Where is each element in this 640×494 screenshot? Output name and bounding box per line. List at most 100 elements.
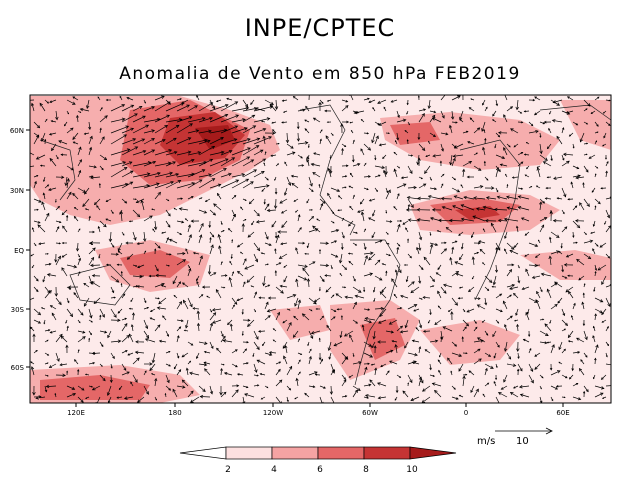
- wind-vector-head: [562, 152, 567, 157]
- wind-vector-head: [326, 324, 330, 328]
- wind-vector-head: [398, 166, 401, 169]
- wind-vector-shaft: [592, 248, 596, 255]
- wind-vector-head: [520, 161, 524, 165]
- wind-vector-shaft: [407, 165, 413, 174]
- wind-vector-head: [196, 356, 199, 360]
- wind-vector-head: [602, 111, 605, 114]
- wind-vector-shaft: [143, 215, 153, 222]
- wind-vector-head: [534, 243, 539, 248]
- wind-vector-head: [258, 330, 261, 333]
- wind-vector-head: [216, 192, 220, 196]
- wind-vector-head: [542, 122, 546, 125]
- wind-vector-head: [215, 100, 219, 103]
- wind-vector-head: [548, 236, 552, 240]
- wind-vector-shaft: [462, 160, 472, 167]
- wind-vector-shaft: [594, 358, 596, 365]
- wind-vector-shaft: [33, 198, 42, 203]
- wind-vector-shaft: [451, 341, 457, 347]
- wind-vector-head: [208, 129, 212, 133]
- wind-vector-shaft: [304, 119, 310, 123]
- wind-vector-head: [131, 312, 135, 316]
- wind-vector-head: [295, 247, 298, 251]
- wind-vector-shaft: [176, 281, 181, 288]
- wind-vector-head: [515, 106, 519, 111]
- wind-vector-head: [329, 170, 333, 174]
- wind-vector-shaft: [462, 319, 469, 327]
- wind-vector-shaft: [543, 161, 552, 167]
- wind-vector-head: [427, 194, 432, 199]
- wind-vector-head: [517, 195, 522, 199]
- wind-vector-shaft: [379, 291, 387, 299]
- wind-vector-head: [372, 336, 376, 340]
- wind-vector-head: [304, 264, 308, 269]
- wind-vector-head: [177, 180, 182, 184]
- wind-vector-head: [247, 234, 251, 238]
- wind-vector-shaft: [408, 219, 420, 222]
- wind-vector-shaft: [308, 385, 315, 388]
- wind-vector-head: [92, 247, 96, 252]
- wind-vector-shaft: [74, 359, 79, 365]
- wind-vector-head: [204, 341, 208, 345]
- wind-vector-head: [236, 384, 240, 388]
- wind-vector-shaft: [218, 245, 222, 255]
- wind-vector-head: [204, 199, 208, 202]
- wind-vector-head: [201, 294, 204, 297]
- wind-vector-head: [149, 362, 153, 366]
- wind-vector-shaft: [599, 242, 607, 248]
- wind-vector-head: [166, 334, 169, 337]
- wind-vector-head: [349, 121, 352, 124]
- wind-vector-head: [322, 200, 326, 204]
- wind-vector-head: [61, 267, 65, 271]
- wind-vector-shaft: [302, 267, 310, 277]
- wind-vector-shaft: [83, 297, 90, 307]
- wind-vector-shaft: [561, 187, 566, 197]
- wind-vector-head: [266, 117, 271, 121]
- wind-vector-head: [506, 206, 511, 210]
- wind-vector-head: [394, 269, 398, 273]
- wind-vector-head: [354, 294, 359, 298]
- wind-vector-head: [37, 221, 41, 224]
- wind-vector-head: [373, 300, 376, 303]
- wind-vector-shaft: [275, 99, 278, 110]
- wind-vector-head: [360, 211, 365, 216]
- wind-vector-head: [535, 299, 540, 303]
- wind-vector-shaft: [341, 148, 344, 156]
- wind-vector-shaft: [330, 253, 338, 258]
- wind-vector-head: [422, 330, 426, 333]
- wind-vector-shaft: [74, 216, 79, 222]
- wind-vector-head: [455, 121, 458, 124]
- wind-vector-head: [429, 367, 432, 371]
- wind-vector-shaft: [535, 253, 541, 258]
- wind-vector-shaft: [556, 136, 563, 145]
- wind-vector-head: [220, 150, 225, 155]
- wind-vector-head: [549, 112, 551, 115]
- wind-vector-head: [144, 300, 147, 304]
- wind-vector-shaft: [48, 187, 57, 191]
- wind-vector-head: [434, 321, 438, 326]
- wind-vector-head: [503, 114, 507, 118]
- reference-unit-label: m/s: [477, 436, 495, 447]
- wind-vector-shaft: [121, 335, 130, 343]
- wind-vector-head: [297, 214, 301, 218]
- wind-vector-shaft: [432, 117, 442, 123]
- wind-vector-shaft: [550, 370, 561, 376]
- wind-vector-head: [525, 268, 529, 272]
- wind-vector-head: [49, 100, 53, 103]
- wind-vector-shaft: [231, 156, 250, 167]
- wind-vector-head: [521, 121, 524, 124]
- wind-vector-shaft: [176, 123, 193, 134]
- wind-vector-shaft: [55, 242, 61, 244]
- wind-vector-shaft: [440, 143, 444, 152]
- wind-vector-head: [476, 152, 478, 155]
- wind-vector-shaft: [473, 197, 486, 200]
- wind-vector-head: [72, 96, 76, 99]
- wind-vector-head: [458, 286, 461, 289]
- wind-vector-head: [227, 228, 231, 231]
- wind-vector-head: [216, 347, 219, 351]
- wind-vector-shaft: [66, 127, 74, 134]
- wind-vector-shaft: [304, 128, 310, 134]
- wind-vector-shaft: [425, 349, 431, 354]
- wind-vector-shaft: [196, 95, 200, 101]
- wind-vector-shaft: [143, 149, 155, 156]
- wind-vector-head: [45, 118, 48, 121]
